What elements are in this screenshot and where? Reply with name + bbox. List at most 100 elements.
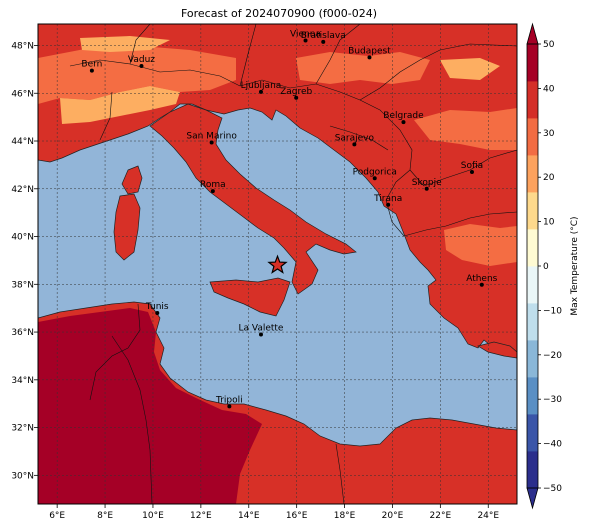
y-tick-label: 46°N — [11, 89, 34, 99]
city-dot — [372, 176, 377, 181]
mild-zone-alps — [60, 86, 180, 124]
city-label: Bern — [81, 60, 102, 70]
city-dot — [469, 170, 474, 175]
city-label: Athens — [466, 274, 497, 284]
city-label: San Marino — [186, 131, 237, 141]
city-label: Vienna — [290, 29, 321, 39]
city-label: Budapest — [348, 46, 391, 56]
warm-zone-alps — [38, 46, 236, 104]
x-tick-label: 6°E — [49, 511, 65, 521]
colorbar-segment — [527, 155, 538, 193]
colorbar-max-arrow-icon — [526, 22, 539, 45]
city-label: Ljubljana — [241, 81, 282, 91]
colorbar-tick-label: 30 — [543, 129, 555, 139]
x-tick-label: 18°E — [334, 511, 356, 521]
city-dot — [321, 39, 326, 44]
city-dot — [209, 140, 214, 145]
colorbar-segment — [527, 192, 538, 230]
colorbar-tick-label: 20 — [543, 173, 555, 183]
mild-zone-north — [80, 36, 170, 52]
star-marker-icon — [267, 254, 288, 274]
city-dot — [258, 89, 263, 94]
latitude-axis: 48°N 46°N 44°N 42°N 40°N 38°N 36°N 34°N 32°N 30°N — [11, 41, 38, 481]
colorbar-segment — [527, 340, 538, 378]
longitude-axis: 6°E 8°E 10°E 12°E 14°E 16°E 18°E 20°E 22°E 24°E — [49, 504, 499, 521]
x-tick-label: 22°E — [430, 511, 452, 521]
city-dot — [424, 186, 429, 191]
city-label: Tripoli — [215, 395, 243, 405]
warm-zone-greece — [444, 224, 517, 266]
sicily-island — [209, 277, 291, 317]
map-panel — [38, 24, 517, 504]
city-label: Skopje — [412, 178, 442, 188]
city-dot — [139, 64, 144, 69]
x-tick-label: 20°E — [382, 511, 404, 521]
colorbar-tick-label: −40 — [543, 440, 562, 450]
y-tick-label: 34°N — [11, 376, 34, 386]
x-tick-label: 12°E — [190, 511, 212, 521]
graticule — [38, 24, 517, 504]
italy-landmass — [149, 103, 357, 295]
corsica-island — [121, 165, 143, 195]
x-tick-label: 14°E — [238, 511, 260, 521]
city-dot — [227, 404, 232, 409]
mild-zone-east — [440, 58, 500, 80]
x-tick-label: 10°E — [142, 511, 164, 521]
colorbar-tick-label: 10 — [543, 218, 555, 228]
colorbar-segment — [527, 377, 538, 415]
colorbar-tick-label: 0 — [543, 262, 549, 272]
y-tick-label: 30°N — [11, 471, 34, 481]
city-label: Podgorica — [353, 167, 397, 177]
city-label: Tunis — [145, 302, 169, 312]
crete-island — [477, 341, 517, 359]
colorbar-segment — [527, 451, 538, 489]
colorbar-min-arrow-icon — [526, 487, 539, 510]
colorbar-segment — [527, 414, 538, 452]
x-tick-label: 8°E — [97, 511, 113, 521]
city-dot — [89, 68, 94, 73]
colorbar-segment — [527, 44, 538, 82]
city-label: Roma — [200, 180, 226, 190]
colorbar-label: Max Temperature (°C) — [570, 216, 580, 315]
y-tick-label: 36°N — [11, 328, 34, 338]
y-tick-label: 32°N — [11, 424, 34, 434]
city-label: Sarajevo — [335, 133, 375, 143]
y-tick-label: 42°N — [11, 185, 34, 195]
city-dot — [479, 282, 484, 287]
city-dot — [258, 332, 263, 337]
colorbar-segment — [527, 303, 538, 341]
city-label: Vaduz — [128, 55, 155, 65]
x-tick-label: 16°E — [286, 511, 308, 521]
city-label: Tirana — [373, 194, 402, 204]
colorbar-tick-label: 40 — [543, 84, 555, 94]
city-dot — [155, 310, 160, 315]
city-dot — [401, 120, 406, 125]
x-tick-label: 24°E — [477, 511, 499, 521]
city-label: Zagreb — [280, 87, 312, 97]
y-tick-label: 44°N — [11, 137, 34, 147]
city-label: Bratislava — [301, 31, 346, 41]
city-dot — [386, 202, 391, 207]
colorbar-segment — [527, 118, 538, 156]
colorbar-segment — [527, 229, 538, 267]
city-dot — [294, 95, 299, 100]
map-frame — [37, 23, 518, 505]
sardinia-island — [113, 193, 141, 261]
colorbar-segment — [527, 81, 538, 119]
figure-title: Forecast of 2024070900 (f000-024) — [181, 7, 377, 20]
colorbar-tick-label: −10 — [543, 306, 562, 316]
city-label: Belgrade — [383, 111, 424, 121]
colorbar-tick-label: 50 — [543, 40, 555, 50]
city-label: Sofia — [461, 161, 483, 171]
colorbar-tick-label: −30 — [543, 395, 562, 405]
country-borders — [69, 24, 517, 504]
city-label: La Valette — [238, 323, 283, 333]
city-dot — [352, 142, 357, 147]
city-dot — [303, 38, 308, 43]
city-dot — [367, 55, 372, 60]
city-dot — [210, 189, 215, 194]
y-tick-label: 48°N — [11, 41, 34, 51]
y-tick-label: 40°N — [11, 233, 34, 243]
colorbar-segment — [527, 266, 538, 304]
